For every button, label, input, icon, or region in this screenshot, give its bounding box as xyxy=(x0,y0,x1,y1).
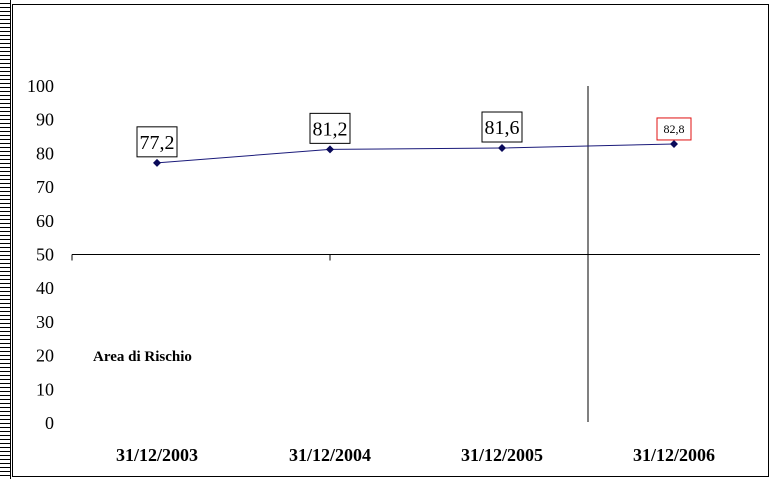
data-label-box xyxy=(136,126,178,158)
data-label: 77,2 xyxy=(140,132,175,154)
x-category-label: 31/12/2005 xyxy=(461,445,543,465)
x-axis-ticks: 31/12/2003 31/12/2004 31/12/2005 31/12/2006 xyxy=(71,254,715,465)
data-point-marker xyxy=(670,139,678,148)
y-tick-label: 20 xyxy=(36,346,54,366)
y-tick-label: 80 xyxy=(36,143,54,163)
y-axis-ticks: 0 10 20 30 40 50 60 70 80 90 100 xyxy=(27,76,54,433)
x-category-label: 31/12/2004 xyxy=(289,445,371,465)
data-label-box xyxy=(309,112,351,144)
data-point-marker xyxy=(498,144,506,153)
data-label-box xyxy=(481,111,523,143)
y-tick-label: 30 xyxy=(36,312,54,332)
y-tick-label: 100 xyxy=(27,76,54,96)
data-labels: 77,2 81,2 81,6 82,8 xyxy=(136,111,692,158)
x-category-label: 31/12/2003 xyxy=(116,445,198,465)
x-category-label: 31/12/2006 xyxy=(633,445,715,465)
data-label: 81,6 xyxy=(485,117,520,139)
y-tick-label: 10 xyxy=(36,379,54,399)
series-markers xyxy=(153,139,678,167)
area-di-rischio-label: Area di Rischio xyxy=(93,349,192,365)
y-tick-label: 90 xyxy=(36,110,54,130)
y-tick-label: 70 xyxy=(36,177,54,197)
y-tick-label: 50 xyxy=(36,245,54,265)
data-label: 81,2 xyxy=(313,118,348,140)
series-line xyxy=(156,143,675,164)
data-point-marker xyxy=(326,145,334,154)
data-label: 82,8 xyxy=(664,122,685,136)
y-tick-label: 40 xyxy=(36,278,54,298)
y-tick-label: 60 xyxy=(36,211,54,231)
data-label-box xyxy=(656,117,692,141)
left-border-strip xyxy=(0,0,11,479)
chart-area xyxy=(12,4,769,477)
data-point-marker xyxy=(153,158,161,167)
y-tick-label: 0 xyxy=(45,413,54,433)
